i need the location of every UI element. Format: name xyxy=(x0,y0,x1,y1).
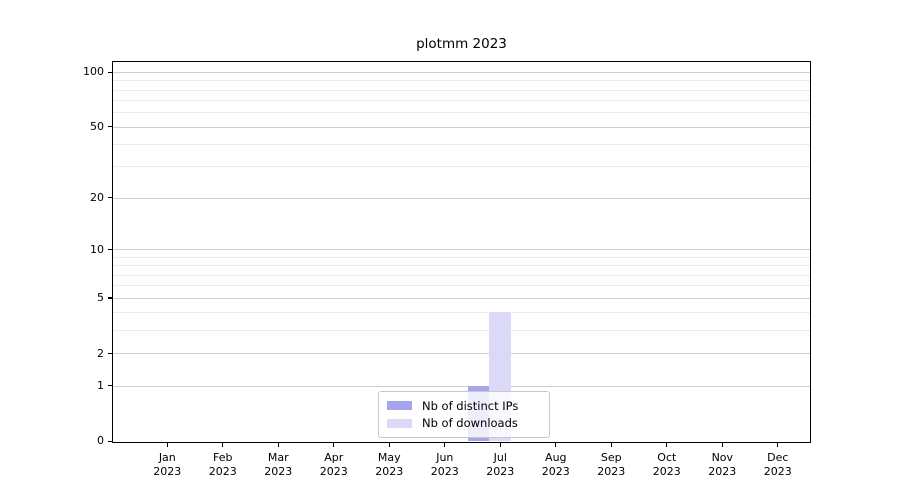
y-tick-label: 2 xyxy=(97,346,104,360)
major-gridline xyxy=(113,126,810,128)
plot-area: Nb of distinct IPs Nb of downloads xyxy=(112,61,811,443)
month-label: Nov xyxy=(711,451,734,464)
x-tick-label: Jan 2023 xyxy=(139,451,195,479)
minor-gridline xyxy=(113,112,810,114)
y-tick-label: 20 xyxy=(90,190,104,204)
minor-gridline xyxy=(113,265,810,267)
year-label: 2023 xyxy=(264,465,293,478)
y-tick-mark xyxy=(108,197,113,199)
minor-gridline xyxy=(113,330,810,332)
y-tick-mark xyxy=(108,71,113,73)
x-tick-mark xyxy=(166,442,168,447)
minor-gridline xyxy=(113,144,810,146)
y-tick-mark xyxy=(108,297,113,299)
minor-gridline xyxy=(113,312,810,314)
y-tick-label: 1 xyxy=(97,378,104,392)
x-tick-label: Sep 2023 xyxy=(583,451,639,479)
x-tick-label: Mar 2023 xyxy=(250,451,306,479)
x-tick-label: Aug 2023 xyxy=(528,451,584,479)
chart-title: plotmm 2023 xyxy=(416,36,507,52)
month-label: Jan xyxy=(158,451,176,464)
minor-gridline xyxy=(113,166,810,168)
y-tick-mark xyxy=(108,249,113,251)
year-label: 2023 xyxy=(652,465,681,478)
minor-gridline xyxy=(113,89,810,91)
x-tick-mark xyxy=(333,442,335,447)
y-tick-mark xyxy=(108,385,113,387)
month-label: Sep xyxy=(600,451,622,464)
x-tick-label: Feb 2023 xyxy=(195,451,251,479)
y-tick-label: 0 xyxy=(97,434,104,448)
minor-gridline xyxy=(113,274,810,276)
x-tick-mark xyxy=(222,442,224,447)
y-tick-label: 100 xyxy=(83,65,104,79)
year-label: 2023 xyxy=(319,465,348,478)
major-gridline xyxy=(113,385,810,387)
year-label: 2023 xyxy=(208,465,237,478)
legend-label-distinct-ips: Nb of distinct IPs xyxy=(422,398,519,413)
minor-gridline xyxy=(113,285,810,287)
y-tick-mark xyxy=(108,440,113,442)
major-gridline xyxy=(113,297,810,299)
y-tick-mark xyxy=(108,352,113,355)
year-label: 2023 xyxy=(708,465,737,478)
major-gridline xyxy=(113,197,810,199)
x-tick-label: May 2023 xyxy=(361,451,417,479)
month-label: Jun xyxy=(436,451,454,464)
year-label: 2023 xyxy=(541,465,570,478)
x-tick-mark xyxy=(388,442,390,447)
major-gridline xyxy=(113,72,810,73)
x-tick-label: Dec 2023 xyxy=(750,451,806,479)
year-label: 2023 xyxy=(153,465,182,478)
year-label: 2023 xyxy=(597,465,626,478)
month-label: Oct xyxy=(657,451,677,464)
y-tick-mark xyxy=(108,126,113,128)
x-tick-mark xyxy=(277,442,279,447)
y-tick-label: 5 xyxy=(97,291,104,304)
x-tick-mark xyxy=(499,442,501,447)
month-label: May xyxy=(377,451,401,464)
major-gridline xyxy=(113,249,810,251)
minor-gridline xyxy=(113,256,810,258)
x-tick-label: Nov 2023 xyxy=(694,451,750,479)
legend-entry-downloads: Nb of downloads xyxy=(387,415,541,432)
month-label: Jul xyxy=(493,451,507,464)
legend-entry-distinct-ips: Nb of distinct IPs xyxy=(387,397,541,414)
x-tick-label: Jun 2023 xyxy=(417,451,473,479)
year-label: 2023 xyxy=(375,465,404,478)
month-label: Dec xyxy=(767,451,789,464)
month-label: Feb xyxy=(213,451,233,464)
month-label: Apr xyxy=(324,451,344,464)
year-label: 2023 xyxy=(763,465,792,478)
x-tick-label: Jul 2023 xyxy=(472,451,528,479)
minor-gridline xyxy=(113,80,810,82)
legend: Nb of distinct IPs Nb of downloads xyxy=(378,391,550,438)
downloads-swatch xyxy=(387,418,412,428)
x-tick-mark xyxy=(777,442,779,447)
major-gridline xyxy=(113,353,810,355)
y-tick-label: 10 xyxy=(90,242,104,256)
x-tick-mark xyxy=(721,442,723,447)
x-tick-mark xyxy=(444,442,446,447)
x-tick-label: Oct 2023 xyxy=(639,451,695,479)
month-label: Mar xyxy=(267,451,289,464)
x-tick-mark xyxy=(555,442,557,447)
year-label: 2023 xyxy=(430,465,459,478)
month-label: Aug xyxy=(545,451,567,464)
y-tick-label: 50 xyxy=(90,119,104,133)
minor-gridline xyxy=(113,100,810,102)
x-tick-mark xyxy=(610,442,612,447)
legend-label-downloads: Nb of downloads xyxy=(422,416,518,431)
x-tick-label: Apr 2023 xyxy=(306,451,362,479)
distinct-ips-swatch xyxy=(387,401,412,411)
year-label: 2023 xyxy=(486,465,515,478)
x-tick-mark xyxy=(666,442,668,447)
